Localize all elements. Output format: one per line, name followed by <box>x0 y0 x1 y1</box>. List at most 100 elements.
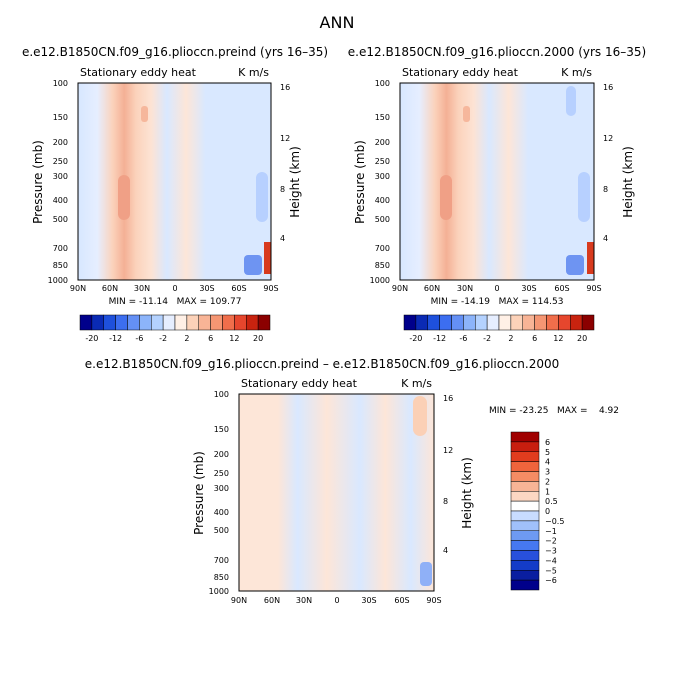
colorbar-a-swatch <box>139 314 152 331</box>
panel-a-hot-surface <box>264 242 271 274</box>
colorbar-b-swatch <box>463 314 476 331</box>
panel-a-xtick: 60N <box>102 284 118 293</box>
panel-a-y-ticks-right: 16 12 8 4 <box>280 83 290 243</box>
panel-b-ytick-right: 12 <box>603 134 613 143</box>
colorbar-c-label: −3 <box>545 547 557 556</box>
colorbar-a-swatch <box>151 314 164 331</box>
panel-b-y-ticks: 100 150 200 250 300 400 500 700 850 1000 <box>370 79 390 285</box>
panel-a-xtick: 90S <box>263 284 278 293</box>
colorbar-a: -20 -12 -6 -2 2 6 12 20 <box>79 314 271 343</box>
panel-a-cool-surface <box>244 255 262 275</box>
panel-b: e.e12.B1850CN.f09_g16.pliocсn.2000 (yrs … <box>348 45 646 307</box>
panel-b-cool-surface <box>566 255 584 275</box>
panel-c-xtick: 90S <box>426 596 441 605</box>
panel-a-xtick: 0 <box>172 284 177 293</box>
colorbar-a-swatch <box>162 314 176 331</box>
colorbar-c-label: −5 <box>545 566 557 575</box>
panel-b-ytick: 500 <box>375 215 390 224</box>
colorbar-a-swatch <box>127 314 140 331</box>
panel-c-y-ticks-right: 16 12 8 4 <box>443 394 453 555</box>
colorbar-a-label: 20 <box>253 334 263 343</box>
colorbar-b-swatch <box>558 314 571 331</box>
panel-b-xtick: 60S <box>554 284 569 293</box>
colorbar-c-label: 0.5 <box>545 497 558 506</box>
panel-b-x-ticks: 90N 60N 30N 0 30S 60S 90S <box>392 284 602 293</box>
colorbar-a-label: 6 <box>208 334 213 343</box>
panel-c-units: K m/s <box>401 377 432 390</box>
colorbar-a-label: 12 <box>229 334 239 343</box>
colorbar-b-swatch <box>570 314 583 331</box>
colorbar-b-swatch <box>439 314 452 331</box>
panel-a-ytick: 250 <box>53 157 68 166</box>
panel-c-ytick-right: 16 <box>443 394 453 403</box>
panel-c: e.e12.B1850CN.f09_g16.pliocсn.preind – e… <box>85 357 619 605</box>
colorbar-a-swatch <box>222 314 235 331</box>
colorbar-c-swatch <box>510 441 540 452</box>
colorbar-b-label: -20 <box>409 334 422 343</box>
panel-b-field <box>400 83 594 280</box>
panel-b-ytick: 100 <box>375 79 390 88</box>
colorbar-b-swatch <box>415 314 428 331</box>
panel-c-xtick: 60S <box>394 596 409 605</box>
colorbar-b-label: 12 <box>553 334 563 343</box>
colorbar-c-label: 5 <box>545 448 550 457</box>
panel-a-xtick: 90N <box>70 284 86 293</box>
colorbar-b-label: -12 <box>433 334 446 343</box>
panel-b-ytick-right: 8 <box>603 185 608 194</box>
colorbar-b: -20 -12 -6 -2 2 6 12 20 <box>403 314 595 343</box>
panel-b-ytick: 300 <box>375 172 390 181</box>
colorbar-a-swatch <box>103 314 116 331</box>
panel-c-xtick: 0 <box>334 596 339 605</box>
colorbar-b-swatch <box>475 314 488 331</box>
colorbar-c-swatch <box>510 570 540 581</box>
colorbar-c-swatch <box>510 431 540 443</box>
panel-a-ytick: 850 <box>53 261 68 270</box>
panel-c-ytick-right: 12 <box>443 446 453 455</box>
panel-b-ytick: 150 <box>375 113 390 122</box>
colorbar-c-swatch <box>510 451 540 462</box>
colorbar-a-label: -6 <box>135 334 143 343</box>
colorbar-b-swatch <box>546 314 559 331</box>
panel-a-warm-blob <box>118 175 130 220</box>
colorbar-a-swatch <box>91 314 104 331</box>
panel-c-frame <box>238 393 435 592</box>
colorbar-c-label: −2 <box>545 537 557 546</box>
panel-a-ytick: 200 <box>53 138 68 147</box>
panel-c-xtick: 30S <box>361 596 376 605</box>
panel-c-warm-top <box>413 396 427 436</box>
panel-b-ytick: 400 <box>375 196 390 205</box>
panel-b-ylabel-right: Height (km) <box>621 146 635 217</box>
colorbar-c-label: −4 <box>545 556 557 565</box>
panel-c-stats: MIN = -23.25 MAX = 4.92 <box>489 406 619 416</box>
panel-a-ylabel: Pressure (mb) <box>31 140 45 224</box>
panel-b-xtick: 60N <box>424 284 440 293</box>
colorbar-c-label: −0.5 <box>545 517 564 526</box>
colorbar-c-label: 3 <box>545 468 550 477</box>
colorbar-b-label: 2 <box>508 334 513 343</box>
colorbar-b-swatch <box>403 314 417 331</box>
colorbar-b-swatch <box>427 314 440 331</box>
colorbar-c-swatch <box>510 491 540 502</box>
panel-c-ytick: 400 <box>214 508 229 517</box>
panel-b-xtick: 30S <box>521 284 536 293</box>
panel-b-ytick-right: 16 <box>603 83 613 92</box>
panel-c-xtick: 90N <box>231 596 247 605</box>
panel-b-cool-top <box>566 86 576 116</box>
colorbar-c-swatch <box>510 481 540 492</box>
colorbar-b-swatch <box>486 314 500 331</box>
panel-c-ytick: 100 <box>214 390 229 399</box>
panel-c-ytick: 300 <box>214 484 229 493</box>
panel-b-ytick: 250 <box>375 157 390 166</box>
panel-c-ytick-right: 4 <box>443 546 448 555</box>
colorbar-c-swatch <box>510 510 540 522</box>
panel-a-xtick: 30S <box>199 284 214 293</box>
colorbar-a-swatch <box>174 314 188 331</box>
panel-c-xtick: 30N <box>296 596 312 605</box>
panel-b-warm-blob <box>440 175 452 220</box>
panel-c-ytick: 150 <box>214 425 229 434</box>
panel-a-y-ticks: 100 150 200 250 300 400 500 700 850 1000 <box>48 79 68 285</box>
panel-a-ytick: 100 <box>53 79 68 88</box>
panel-c-ytick: 500 <box>214 526 229 535</box>
